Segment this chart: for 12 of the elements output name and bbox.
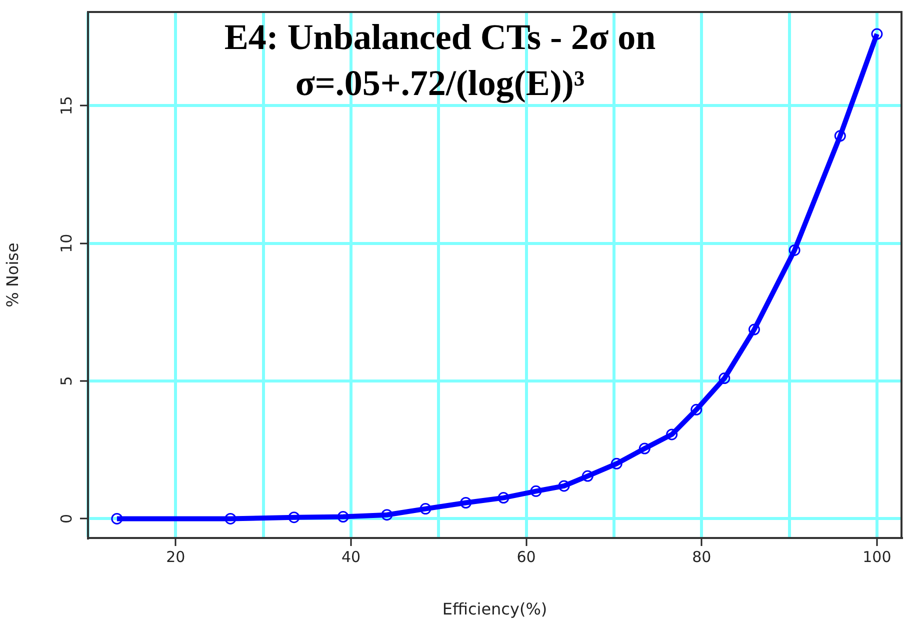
x-axis-title: Efficiency(%) [442,600,548,619]
y-tick-label: 0 [57,514,76,524]
x-tick-label: 40 [341,548,361,566]
x-tick-label: 100 [862,548,892,566]
y-tick-label: 15 [57,96,76,116]
x-tick-label: 80 [692,548,712,566]
y-tick-label: 5 [57,376,76,386]
x-tick-label: 20 [166,548,186,566]
text: E4: Unbalanced CTs - 2σ on σ=.05+.72/(log(E))³ [223,16,657,105]
y-tick-label: 10 [57,234,76,253]
x-tick-label: 60 [516,548,536,566]
y-axis-title: % Noise [2,242,22,308]
